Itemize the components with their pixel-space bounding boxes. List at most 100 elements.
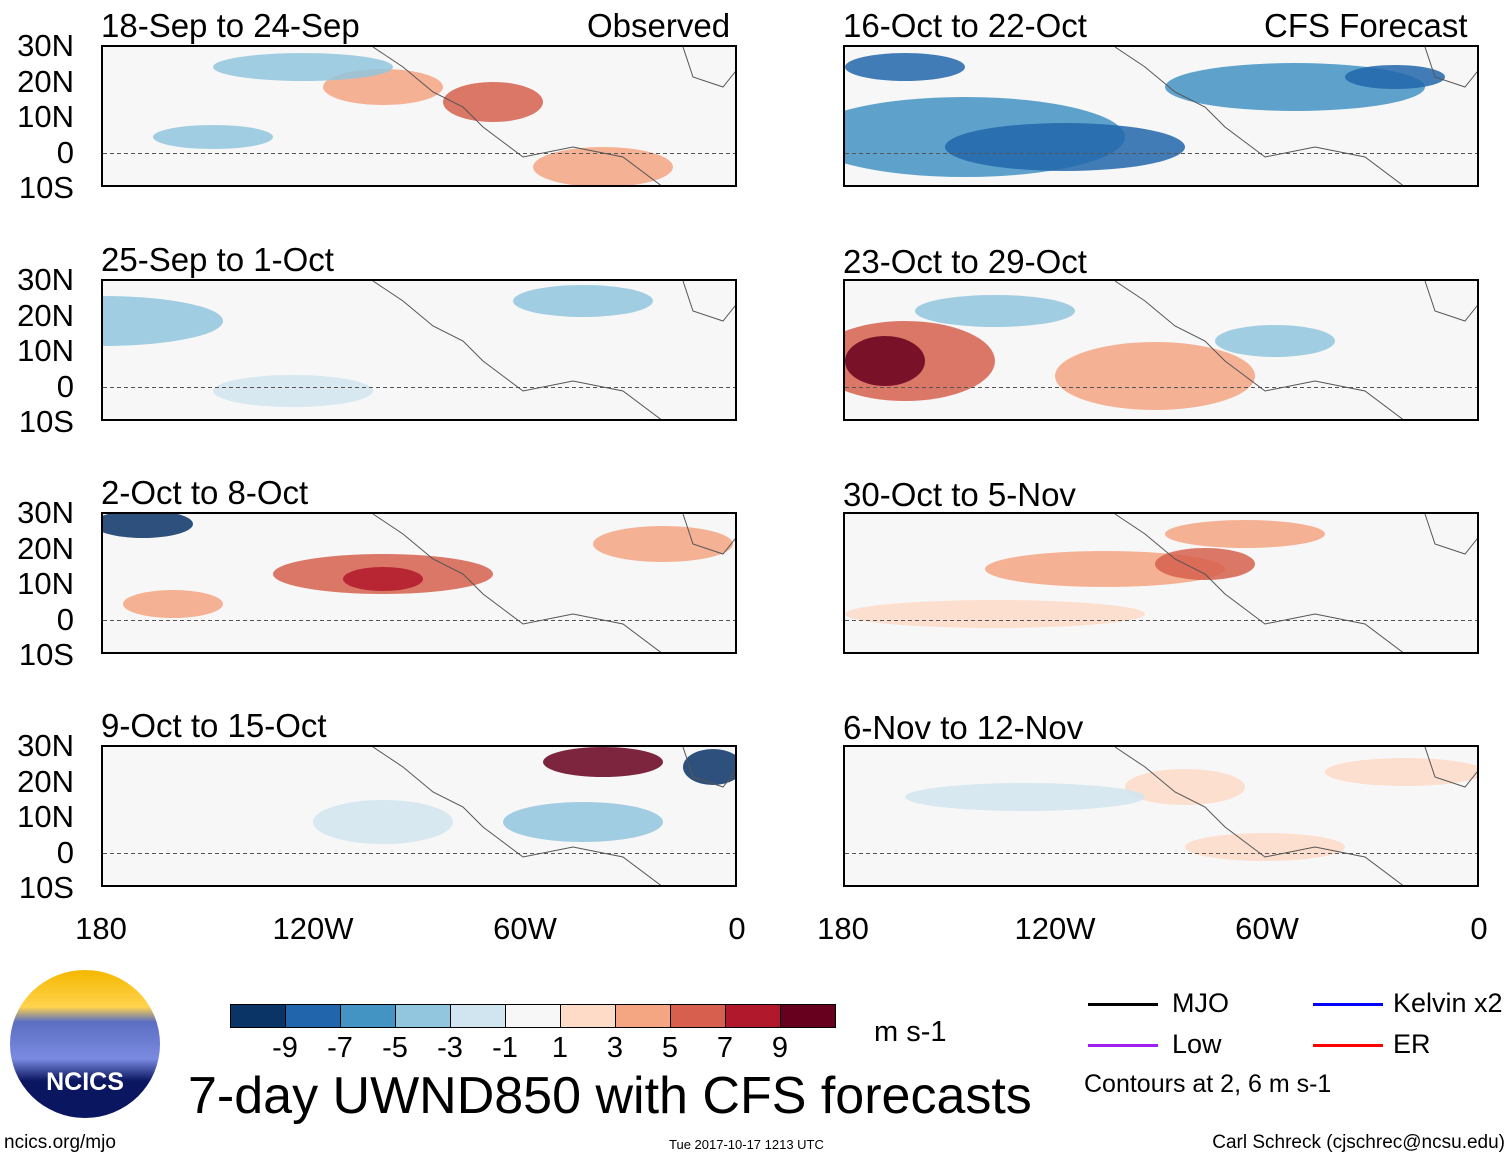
anomaly-blob	[683, 749, 735, 785]
lat-label: 10N	[17, 333, 74, 368]
anomaly-blob	[103, 514, 193, 538]
anomaly-blob	[543, 747, 663, 777]
colorbar-swatch	[285, 1004, 341, 1028]
lat-label: 10N	[17, 799, 74, 834]
anomaly-field	[103, 747, 735, 885]
panel-title: 23-Oct to 29-Oct	[843, 243, 1087, 280]
colorbar-label: -3	[437, 1032, 463, 1064]
anomaly-blob	[533, 147, 673, 185]
site-link[interactable]: ncics.org/mjo	[4, 1132, 116, 1153]
coastline	[1114, 514, 1477, 652]
anomaly-blob	[513, 285, 653, 317]
lat-label: 20N	[17, 297, 74, 333]
coastline	[1114, 47, 1477, 185]
timestamp: Tue 2017-10-17 1213 UTC	[669, 1137, 824, 1152]
colorbar-swatch	[780, 1004, 836, 1028]
lon-label: 120W	[272, 911, 354, 946]
colorbar-label: -1	[492, 1032, 518, 1064]
lon-label: 180	[817, 911, 869, 946]
anomaly-blob	[1165, 520, 1325, 548]
legend-line	[1313, 1044, 1383, 1047]
contour-note: Contours at 2, 6 m s-1	[1084, 1070, 1332, 1098]
lat-label: 30N	[17, 28, 74, 63]
anomaly-blob	[343, 567, 423, 591]
column-label-observed: Observed	[587, 7, 731, 44]
anomaly-blob	[1055, 342, 1255, 410]
anomaly-blob	[1215, 325, 1335, 357]
lon-label: 0	[1470, 911, 1488, 946]
legend-label: MJO	[1172, 988, 1229, 1018]
legend-label: ER	[1393, 1029, 1431, 1059]
coastline	[372, 514, 735, 652]
author: Carl Schreck (cjschrec@ncsu.edu)	[1212, 1132, 1505, 1153]
anomaly-blob	[845, 53, 965, 81]
column-label-forecast: CFS Forecast	[1264, 7, 1468, 44]
colorbar-label: -5	[382, 1032, 408, 1064]
colorbar-swatch	[670, 1004, 726, 1028]
lat-label: 0	[56, 834, 74, 870]
map-panel	[101, 745, 737, 887]
colorbar-swatch	[560, 1004, 616, 1028]
anomaly-blob	[945, 123, 1185, 171]
anomaly-blob	[443, 82, 543, 122]
coastline	[372, 281, 735, 419]
anomaly-field	[103, 514, 735, 652]
lat-label: 10S	[18, 870, 74, 905]
anomaly-blob	[213, 375, 373, 407]
lat-label: 30N	[17, 262, 74, 297]
anomaly-blob	[1155, 548, 1255, 580]
panel-title: 16-Oct to 22-Oct	[843, 7, 1087, 44]
anomaly-blob	[1325, 758, 1477, 786]
anomaly-blob	[503, 802, 663, 842]
lat-label: 10N	[17, 99, 74, 134]
figure-title: 7-day UWND850 with CFS forecasts	[188, 1067, 1032, 1125]
lon-label: 0	[728, 911, 746, 946]
anomaly-field	[103, 281, 735, 419]
anomaly-field	[103, 47, 735, 185]
lat-label: 10S	[18, 170, 74, 205]
anomaly-blob	[593, 526, 733, 562]
lat-label: 30N	[17, 495, 74, 530]
colorbar-swatch	[450, 1004, 506, 1028]
anomaly-blob	[103, 296, 223, 346]
anomaly-blob	[313, 800, 453, 844]
colorbar-swatch	[505, 1004, 561, 1028]
lat-label: 10S	[18, 404, 74, 439]
colorbar-label: 1	[551, 1032, 569, 1064]
colorbar-swatch	[615, 1004, 671, 1028]
lon-label: 180	[75, 911, 127, 946]
panel-title: 30-Oct to 5-Nov	[843, 476, 1076, 513]
colorbar-swatch	[395, 1004, 451, 1028]
coastline	[372, 47, 735, 185]
map-panel	[843, 45, 1479, 187]
legend-label: Kelvin x2	[1393, 988, 1503, 1018]
panel-title: 18-Sep to 24-Sep	[101, 7, 360, 44]
colorbar-label: 9	[771, 1032, 789, 1064]
map-panel	[101, 512, 737, 654]
colorbar-label: 7	[716, 1032, 734, 1064]
colorbar-units: m s-1	[874, 1016, 947, 1048]
colorbar-label: 3	[606, 1032, 624, 1064]
lat-label: 0	[56, 601, 74, 637]
lat-label: 30N	[17, 728, 74, 763]
map-panel	[843, 279, 1479, 421]
ncics-logo: NCICS	[10, 970, 160, 1118]
legend-line	[1088, 1044, 1158, 1047]
lon-label: 60W	[493, 911, 557, 946]
anomaly-blob	[905, 783, 1145, 811]
anomaly-blob	[123, 590, 223, 618]
anomaly-field	[845, 747, 1477, 885]
anomaly-field	[845, 281, 1477, 419]
colorbar-swatch	[725, 1004, 781, 1028]
legend-line	[1313, 1003, 1383, 1006]
coastline	[1114, 281, 1477, 419]
lat-label: 0	[56, 368, 74, 404]
panel-title: 2-Oct to 8-Oct	[101, 474, 309, 511]
anomaly-blob	[153, 125, 273, 149]
panel-title: 6-Nov to 12-Nov	[843, 709, 1084, 746]
map-panel	[843, 512, 1479, 654]
anomaly-field	[845, 47, 1477, 185]
lat-label: 10N	[17, 566, 74, 601]
anomaly-blob	[915, 295, 1075, 327]
